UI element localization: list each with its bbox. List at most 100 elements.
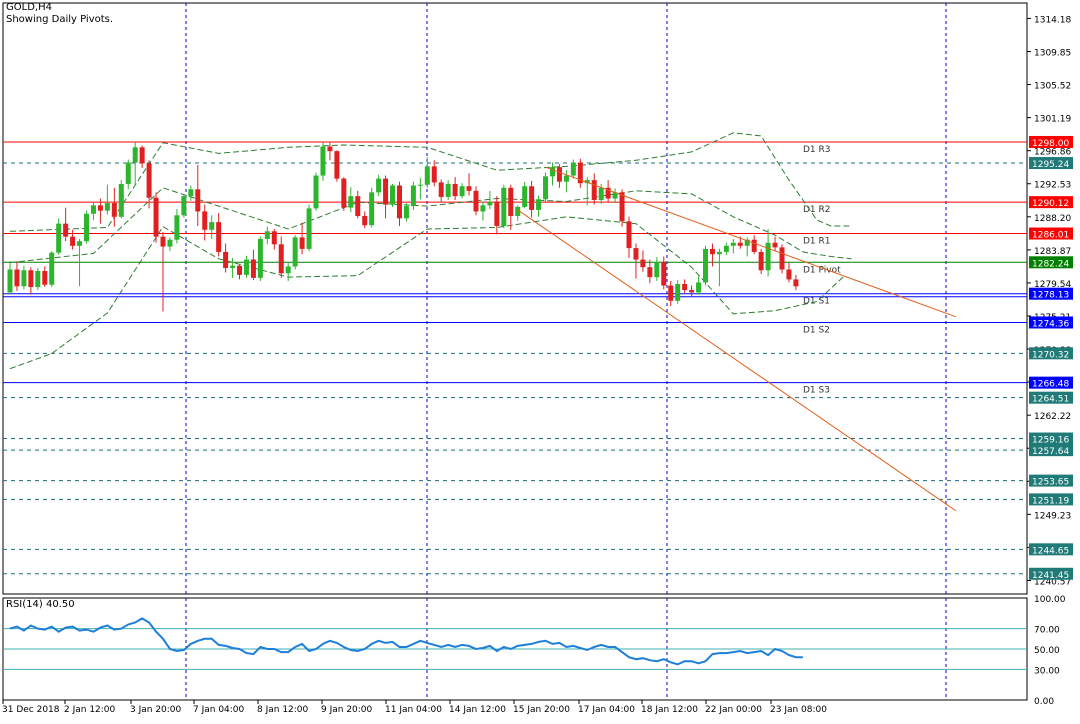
candle-body xyxy=(104,203,110,211)
candle-body xyxy=(522,186,528,207)
pivot-label: D1 R1 xyxy=(803,237,831,247)
candle-body xyxy=(508,187,514,217)
candle-body xyxy=(716,251,722,255)
bollinger-upper-band xyxy=(9,132,852,232)
time-tick-label: 14 Jan 12:00 xyxy=(449,705,506,715)
candle-body xyxy=(237,265,243,275)
candle-body xyxy=(730,242,736,246)
rsi-tick-label: 50.00 xyxy=(1034,646,1060,656)
pivot-price-tag-label: 1286.01 xyxy=(1032,231,1069,241)
candle-body xyxy=(654,261,660,278)
pivot-price-tag-label: 1278.13 xyxy=(1032,291,1069,301)
time-tick-label: 11 Jan 04:00 xyxy=(385,705,442,715)
candle-body xyxy=(682,283,688,291)
time-tick-label: 22 Jan 00:00 xyxy=(705,705,762,715)
candle-body xyxy=(661,261,667,286)
candle-body xyxy=(765,242,771,271)
candle-body xyxy=(647,267,653,278)
candle-body xyxy=(348,196,354,208)
rsi-tick-label: 0.00 xyxy=(1034,697,1054,707)
pivot-price-tag-label: 1282.24 xyxy=(1032,259,1069,269)
candle-body xyxy=(723,245,729,252)
trendline xyxy=(517,209,957,512)
time-tick-label: 15 Jan 20:00 xyxy=(513,705,570,715)
candle-body xyxy=(369,192,375,226)
candle-body xyxy=(591,180,597,200)
candle-body xyxy=(779,247,785,270)
candle-body xyxy=(195,189,201,212)
candle-body xyxy=(403,206,409,219)
time-tick-label: 3 Jan 20:00 xyxy=(130,705,182,715)
candle-body xyxy=(146,163,152,198)
price-tick-label: 1288.20 xyxy=(1034,214,1071,224)
dashed-level-tag xyxy=(1029,543,1073,556)
candle-body xyxy=(327,146,333,152)
candle-body xyxy=(278,244,284,274)
candle-body xyxy=(118,183,124,217)
rsi-title: RSI(14) 40.50 xyxy=(6,599,75,610)
candle-body xyxy=(97,205,103,211)
candle-body xyxy=(341,178,347,208)
dashed-level-tag-label: 1259.16 xyxy=(1032,436,1069,446)
candle-body xyxy=(90,205,96,214)
trendline xyxy=(545,166,957,318)
time-tick-label: 17 Jan 04:00 xyxy=(578,705,635,715)
rsi-line xyxy=(9,617,803,666)
pivot-price-tag xyxy=(1029,287,1073,300)
candle-body xyxy=(14,269,20,287)
candle-body xyxy=(181,196,187,216)
dashed-level-tag xyxy=(1029,474,1073,487)
pivot-price-tag xyxy=(1029,196,1073,209)
dashed-level-tag-label: 1244.65 xyxy=(1032,546,1069,556)
price-tick-label: 1296.86 xyxy=(1034,148,1071,158)
candle-body xyxy=(223,251,229,268)
candle-body xyxy=(584,180,590,184)
price-tick-label: 1305.52 xyxy=(1034,82,1071,92)
candle-body xyxy=(28,270,34,288)
candle-body xyxy=(703,248,708,283)
candle-body xyxy=(285,266,291,274)
candle-body xyxy=(689,290,695,293)
candle-body xyxy=(605,187,611,199)
candle-body xyxy=(355,196,361,217)
pivot-price-tag-label: 1266.48 xyxy=(1032,380,1069,390)
candle-body xyxy=(139,147,145,164)
candle-body xyxy=(543,176,549,200)
pivot-price-tag xyxy=(1029,316,1073,329)
candle-body xyxy=(675,283,681,301)
candle-body xyxy=(362,216,368,226)
price-tick-label: 1314.18 xyxy=(1034,15,1071,25)
candle-body xyxy=(230,265,236,268)
candle-body xyxy=(473,190,479,212)
candle-body xyxy=(292,237,298,267)
candle-body xyxy=(501,187,507,226)
price-tick-label: 1283.87 xyxy=(1034,247,1071,257)
candle-body xyxy=(598,187,604,200)
price-tick-label: 1262.22 xyxy=(1034,412,1071,422)
dashed-level-tag xyxy=(1029,493,1073,506)
candle-body xyxy=(744,239,750,246)
subtitle-label: Showing Daily Pivots. xyxy=(6,14,114,25)
candle-body xyxy=(445,183,451,197)
rsi-tick-label: 100.00 xyxy=(1034,595,1066,605)
candle-body xyxy=(250,259,256,278)
pivot-price-tag-label: 1290.12 xyxy=(1032,199,1069,209)
time-tick-label: 18 Jan 12:00 xyxy=(641,705,698,715)
time-tick-label: 8 Jan 12:00 xyxy=(257,705,309,715)
candle-body xyxy=(63,223,69,237)
candle-body xyxy=(209,222,215,230)
pivot-price-tag xyxy=(1029,227,1073,240)
candle-body xyxy=(383,178,389,205)
candle-body xyxy=(49,252,55,285)
time-tick-label: 23 Jan 08:00 xyxy=(770,705,827,715)
candle-body xyxy=(334,151,340,179)
candle-body xyxy=(751,239,757,252)
candle-body xyxy=(243,259,249,275)
candle-body xyxy=(111,203,117,217)
rsi-tick-label: 30.00 xyxy=(1034,666,1060,676)
pivot-label: D1 R3 xyxy=(803,145,831,155)
candle-body xyxy=(320,146,326,176)
candle-body xyxy=(306,208,312,249)
pivot-label: D1 R2 xyxy=(803,205,831,215)
